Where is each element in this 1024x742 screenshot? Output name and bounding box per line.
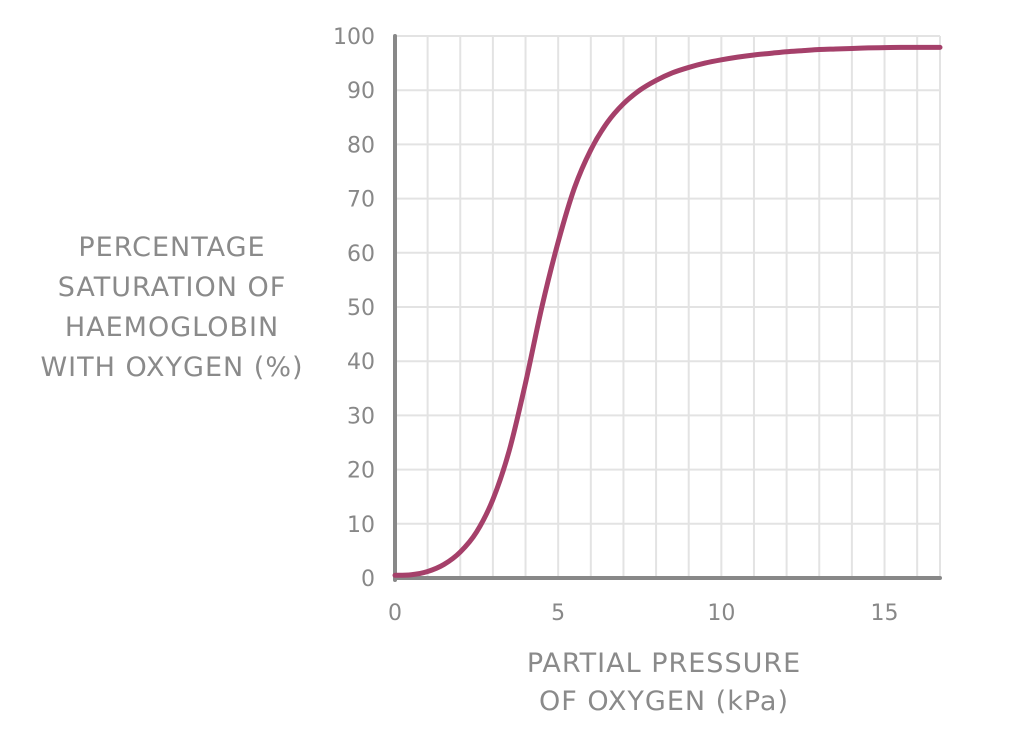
grid-lines: [395, 35, 941, 578]
axes: [393, 34, 942, 582]
plot-area: [392, 44, 943, 578]
y-axis-title-line: HAEMOGLOBIN: [65, 312, 279, 343]
y-tick-label: 80: [347, 133, 375, 158]
y-tick-label: 90: [347, 79, 375, 104]
y-axis-title-line: SATURATION OF: [58, 272, 287, 303]
y-tick-label: 40: [347, 350, 375, 375]
y-tick-label: 70: [347, 188, 375, 213]
y-tick-label: 0: [361, 567, 375, 592]
x-tick-label: 0: [388, 601, 402, 626]
y-tick-label: 20: [347, 459, 375, 484]
x-axis-title-line: OF OXYGEN (kPa): [539, 686, 789, 717]
x-tick-labels: 0 5 10 15: [388, 601, 899, 626]
y-axis-title-line: PERCENTAGE: [78, 232, 265, 263]
y-axis-title-line: WITH OXYGEN (%): [40, 352, 303, 383]
x-axis-title-line: PARTIAL PRESSURE: [527, 648, 801, 679]
saturation-curve: [392, 44, 943, 578]
x-tick-label: 10: [707, 601, 735, 626]
y-tick-label: 100: [333, 25, 375, 50]
y-tick-label: 60: [347, 242, 375, 267]
y-tick-label: 30: [347, 404, 375, 429]
y-tick-label: 10: [347, 513, 375, 538]
y-tick-label: 50: [347, 296, 375, 321]
x-tick-label: 5: [551, 601, 565, 626]
y-axis-title: PERCENTAGE SATURATION OF HAEMOGLOBIN WITH O…: [40, 232, 303, 383]
x-tick-label: 15: [871, 601, 899, 626]
y-tick-labels: 0 10 20 30 40 50 60 70 80 90 100: [333, 25, 375, 592]
x-axis-title: PARTIAL PRESSURE OF OXYGEN (kPa): [527, 648, 801, 717]
